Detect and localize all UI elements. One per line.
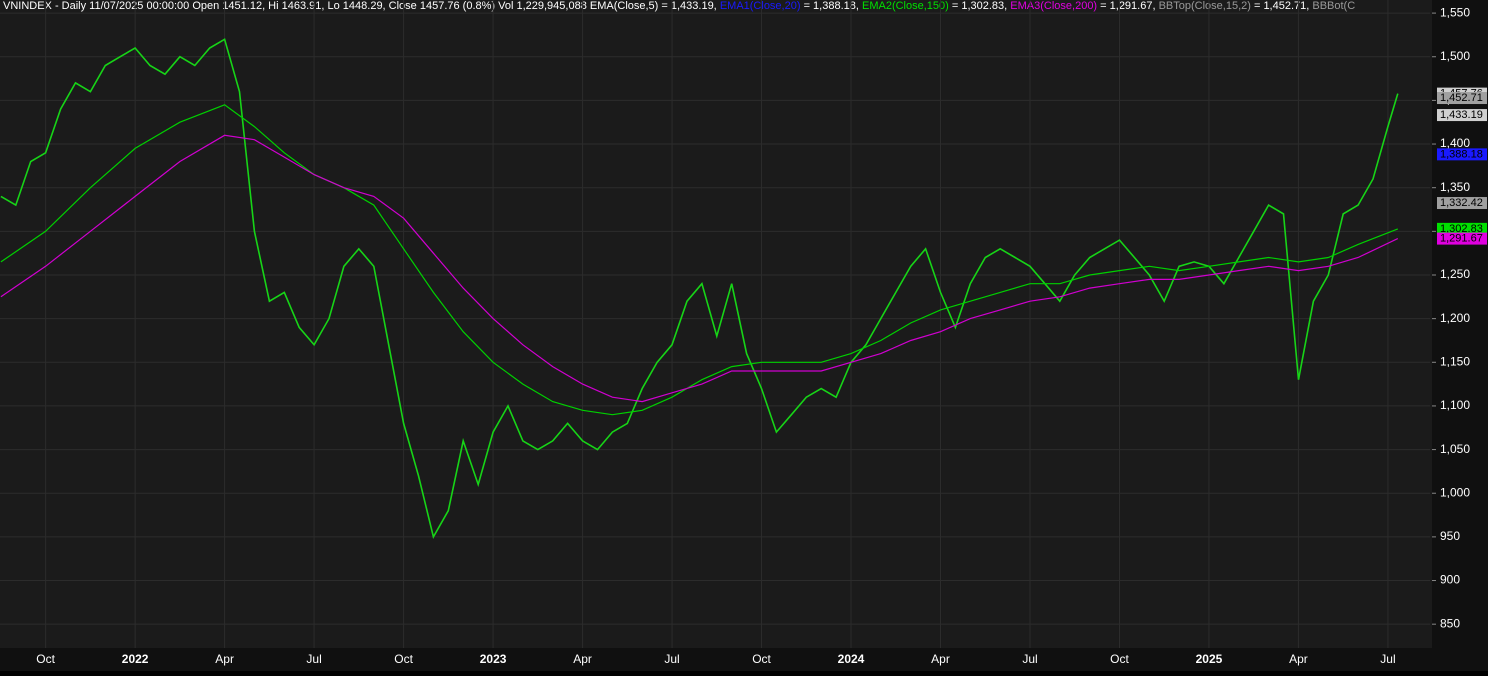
x-tick-label: Oct bbox=[752, 652, 771, 666]
price-tag-label: 1,388.18 bbox=[1440, 148, 1483, 160]
price-tag-label: 1,291.67 bbox=[1440, 233, 1483, 245]
x-tick-label: 2022 bbox=[122, 652, 149, 666]
price-tag bbox=[1437, 92, 1487, 105]
x-tick-label: Jul bbox=[306, 652, 321, 666]
x-tick-label: Apr bbox=[573, 652, 592, 666]
title-segment: = 1,388.18, bbox=[801, 0, 862, 12]
x-tick-label: Apr bbox=[931, 652, 950, 666]
x-tick-label: Jul bbox=[664, 652, 679, 666]
x-tick-label: Jul bbox=[1380, 652, 1395, 666]
price-tag-label: 1,452.71 bbox=[1440, 92, 1483, 104]
y-tick-label: 1,000 bbox=[1440, 485, 1470, 499]
price-tag-label: 1,433.19 bbox=[1440, 109, 1483, 121]
x-axis-area bbox=[0, 648, 1432, 671]
x-tick-label: Apr bbox=[215, 652, 234, 666]
x-tick-label: Oct bbox=[36, 652, 55, 666]
title-segment: EMA3(Close,200) bbox=[1010, 0, 1097, 12]
x-tick-label: Oct bbox=[394, 652, 413, 666]
title-segment: BBBot(C bbox=[1312, 0, 1355, 12]
x-tick-label: Apr bbox=[1289, 652, 1308, 666]
x-tick-label: 2024 bbox=[838, 652, 865, 666]
y-tick-label: 1,500 bbox=[1440, 49, 1470, 63]
title-segment: EMA2(Close,150) bbox=[862, 0, 949, 12]
title-segment: = 1,452.71, bbox=[1251, 0, 1312, 12]
series-line bbox=[0, 104, 1399, 416]
price-tag-label: 1,302.83 bbox=[1440, 223, 1483, 235]
y-tick-label: 900 bbox=[1440, 573, 1460, 587]
x-tick-label: Oct bbox=[1110, 652, 1129, 666]
y-tick-label: 1,050 bbox=[1440, 442, 1470, 456]
y-tick-label: 1,150 bbox=[1440, 354, 1470, 368]
y-tick-label: 1,550 bbox=[1440, 5, 1470, 19]
price-tag bbox=[1437, 109, 1487, 122]
series-line bbox=[0, 134, 1399, 403]
price-tag bbox=[1437, 222, 1487, 235]
title-segment: EMA1(Close,20) bbox=[720, 0, 801, 12]
x-tick-label: Jul bbox=[1022, 652, 1037, 666]
plot-area bbox=[0, 0, 1432, 648]
price-tag bbox=[1437, 148, 1487, 161]
price-tag bbox=[1437, 197, 1487, 210]
x-tick-label: 2025 bbox=[1196, 652, 1223, 666]
y-tick-label: 1,200 bbox=[1440, 311, 1470, 325]
y-tick-label: 950 bbox=[1440, 529, 1460, 543]
title-segment: = 1,291.67, bbox=[1097, 0, 1158, 12]
y-tick-label: 1,100 bbox=[1440, 398, 1470, 412]
y-tick-label: 1,350 bbox=[1440, 180, 1470, 194]
chart-title: VNINDEX - Daily 11/07/2025 00:00:00 Open… bbox=[3, 0, 1355, 12]
title-segment: BBTop(Close,15,2) bbox=[1159, 0, 1251, 12]
y-tick-label: 1,400 bbox=[1440, 136, 1470, 150]
price-tag-label: 1,332.42 bbox=[1440, 197, 1483, 209]
y-tick-label: 850 bbox=[1440, 616, 1460, 630]
title-segment: = 1,302.83, bbox=[949, 0, 1010, 12]
series-line bbox=[0, 38, 1399, 540]
title-segment: VNINDEX - Daily 11/07/2025 00:00:00 Open… bbox=[3, 0, 720, 12]
x-tick-label: 2023 bbox=[480, 652, 507, 666]
y-tick-label: 1,250 bbox=[1440, 267, 1470, 281]
price-tag bbox=[1437, 232, 1487, 245]
